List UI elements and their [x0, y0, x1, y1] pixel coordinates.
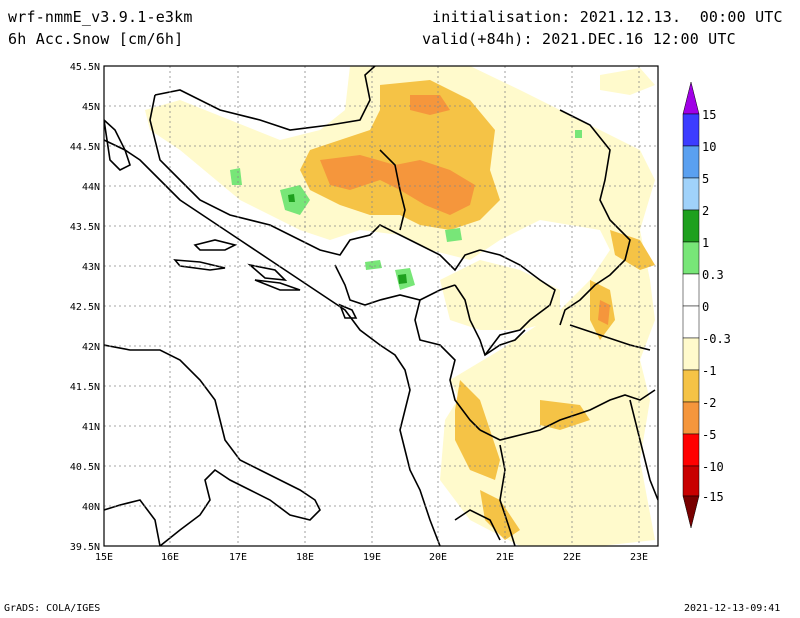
lat-tick: 44.5N	[70, 142, 100, 153]
lat-tick: 42.5N	[70, 302, 100, 313]
lat-tick: 40N	[82, 502, 100, 513]
colorbar-swatch	[682, 209, 700, 243]
lon-tick: 20E	[429, 552, 447, 563]
lon-tick: 17E	[229, 552, 247, 563]
lat-axis: 39.5N 40N 40.5N 41N 41.5N 42N 42.5N 43N …	[70, 62, 100, 553]
lat-tick: 43N	[82, 262, 100, 273]
colorbar-label: -2	[702, 396, 716, 410]
colorbar-labels: 15 10 5 2 1 0.3 0 -0.3 -1 -2 -5 -10 -15	[702, 108, 731, 504]
colorbar-label: 2	[702, 204, 709, 218]
colorbar-swatch	[682, 177, 700, 211]
colorbar-label: -0.3	[702, 332, 731, 346]
colorbar-bottom-arrow	[682, 495, 700, 529]
colorbar-label: -10	[702, 460, 724, 474]
colorbar	[682, 81, 700, 529]
valid-time: valid(+84h): 2021.DEC.16 12:00 UTC	[422, 30, 736, 48]
lon-tick: 22E	[563, 552, 581, 563]
lon-tick: 18E	[296, 552, 314, 563]
lon-tick: 15E	[95, 552, 113, 563]
footer-timestamp: 2021-12-13-09:41	[684, 603, 781, 614]
lat-tick: 40.5N	[70, 462, 100, 473]
model-title: wrf-nmmE_v3.9.1-e3km	[8, 8, 193, 26]
colorbar-swatch	[682, 145, 700, 179]
lon-tick: 16E	[161, 552, 179, 563]
lat-tick: 45N	[82, 102, 100, 113]
colorbar-label: 5	[702, 172, 709, 186]
footer-credit: GrADS: COLA/IGES	[4, 603, 101, 614]
colorbar-label: 0	[702, 300, 709, 314]
lon-axis: 15E 16E 17E 18E 19E 20E 21E 22E 23E	[95, 552, 648, 563]
init-time: initialisation: 2021.12.13. 00:00 UTC	[432, 8, 783, 26]
colorbar-label: -5	[702, 428, 716, 442]
colorbar-swatch	[682, 433, 700, 467]
colorbar-label: 10	[702, 140, 716, 154]
colorbar-swatch	[682, 241, 700, 275]
field-title: 6h Acc.Snow [cm/6h]	[8, 30, 184, 48]
lat-tick: 43.5N	[70, 222, 100, 233]
colorbar-swatch	[682, 305, 700, 339]
colorbar-label: 15	[702, 108, 716, 122]
colorbar-label: 1	[702, 236, 709, 250]
colorbar-swatch	[682, 369, 700, 403]
grid-lines	[104, 66, 658, 546]
colorbar-top-arrow	[682, 81, 700, 115]
colorbar-swatch	[682, 465, 700, 497]
colorbar-label: -1	[702, 364, 716, 378]
colorbar-swatch	[682, 273, 700, 307]
colorbar-swatch	[682, 401, 700, 435]
lon-tick: 21E	[496, 552, 514, 563]
colorbar-swatch	[682, 113, 700, 147]
snow-field	[145, 66, 655, 546]
colorbar-label: 0.3	[702, 268, 724, 282]
lon-tick: 23E	[630, 552, 648, 563]
lat-tick: 41.5N	[70, 382, 100, 393]
coastline-borders	[104, 66, 658, 546]
colorbar-label: -15	[702, 490, 724, 504]
lat-tick: 39.5N	[70, 542, 100, 553]
lat-tick: 41N	[82, 422, 100, 433]
colorbar-swatch	[682, 337, 700, 371]
lon-tick: 19E	[363, 552, 381, 563]
lat-tick: 42N	[82, 342, 100, 353]
lat-tick: 44N	[82, 182, 100, 193]
lat-tick: 45.5N	[70, 62, 100, 73]
